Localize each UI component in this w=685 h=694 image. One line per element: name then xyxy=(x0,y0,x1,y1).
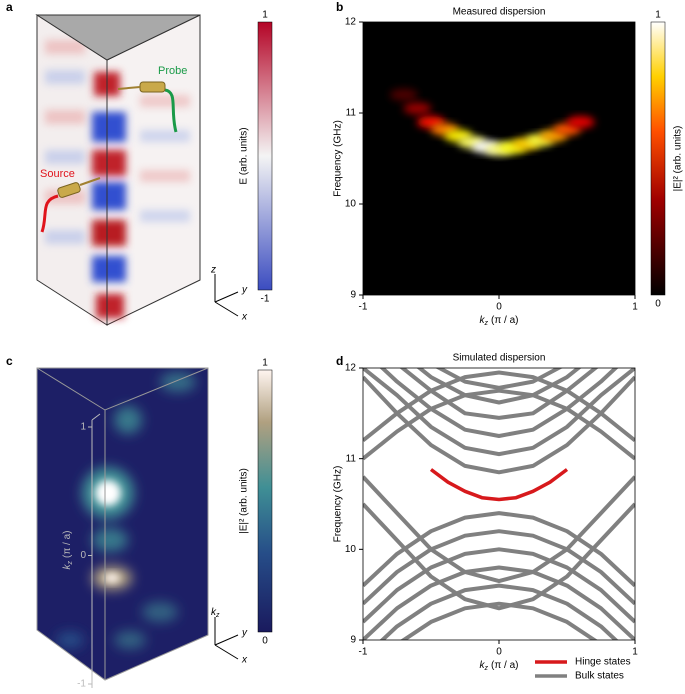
x-tick-label: 1 xyxy=(632,302,638,313)
x-axis-title: kz (π / a) xyxy=(480,660,519,672)
y-tick-label: 12 xyxy=(345,17,357,28)
y-tick-label: 10 xyxy=(345,544,357,555)
colorbar xyxy=(257,369,273,633)
x-tick-label: -1 xyxy=(359,647,368,658)
series-line xyxy=(363,388,635,461)
colorbar-label: |E|² (arb. units) xyxy=(239,468,250,534)
series-line xyxy=(400,601,598,640)
series-line xyxy=(379,583,619,640)
axis-label: z xyxy=(210,265,216,276)
plot-area xyxy=(363,368,635,640)
series-line xyxy=(363,565,635,640)
axes-triad xyxy=(214,274,239,317)
series-line xyxy=(379,368,619,438)
axis-label: y xyxy=(241,285,248,296)
series-line xyxy=(363,502,635,611)
axis-unit: (π / a) xyxy=(491,660,518,671)
series-line xyxy=(363,475,635,584)
colorbar-tick-label: 1 xyxy=(655,10,661,21)
axis-subscript: z xyxy=(67,560,74,565)
colorbar-tick-label: -1 xyxy=(261,294,270,305)
panel-label: c xyxy=(6,354,13,368)
colorbar-tick-label: 0 xyxy=(262,636,268,647)
legend-label: Hinge states xyxy=(575,657,631,668)
colorbar-tick-label: 1 xyxy=(262,10,268,21)
series-line xyxy=(399,368,599,420)
axis-subscript: z xyxy=(484,665,489,672)
axes-triad xyxy=(214,617,239,660)
y-tick-label: 12 xyxy=(345,363,357,374)
probe-label: Probe xyxy=(158,65,187,77)
colorbar-label: |E|² (arb. units) xyxy=(673,126,684,192)
legend-label: Bulk states xyxy=(575,671,624,682)
x-tick-label: 0 xyxy=(496,302,502,313)
axis-label: x xyxy=(241,312,248,323)
colorbar-tick-label: 1 xyxy=(262,358,268,369)
axis-symbol: k xyxy=(480,660,486,671)
x-axis-title: kz (π / a) xyxy=(480,315,519,327)
axis-subscript: z xyxy=(215,612,220,619)
plot-frame xyxy=(362,21,636,296)
panel-label: d xyxy=(336,354,343,368)
x-tick-label: -1 xyxy=(359,302,368,313)
source-label: Source xyxy=(40,168,75,180)
axis-symbol: k xyxy=(62,563,73,569)
heatmap xyxy=(389,88,595,156)
plot-area xyxy=(363,22,635,295)
axis-label: x xyxy=(241,655,248,666)
chart-title: Simulated dispersion xyxy=(453,353,546,364)
series-line xyxy=(435,368,563,390)
y-tick-label: 9 xyxy=(350,635,356,646)
series-line xyxy=(363,511,635,588)
axis-symbol: k xyxy=(480,315,486,326)
y-tick-label: 11 xyxy=(346,108,357,119)
y-axis-title: Frequency (GHz) xyxy=(333,466,344,543)
series-line xyxy=(363,547,635,624)
y-axis-title: Frequency (GHz) xyxy=(333,120,344,197)
prism xyxy=(36,367,209,688)
axis-label: kz xyxy=(211,607,220,619)
x-tick-label: 1 xyxy=(632,647,638,658)
axis-subscript: z xyxy=(484,320,489,327)
y-tick-label: 10 xyxy=(345,199,357,210)
axis-unit: (π / a) xyxy=(62,531,73,558)
colorbar xyxy=(650,21,666,296)
series-line xyxy=(363,529,635,606)
y-tick-label: 0 xyxy=(80,550,86,561)
panel-label: b xyxy=(336,0,343,14)
series-line xyxy=(416,368,582,405)
colorbar-label: E (arb. units) xyxy=(239,127,250,184)
axis-symbol: k xyxy=(211,607,217,618)
plot-frame xyxy=(362,367,636,641)
panel-label: a xyxy=(6,0,13,14)
chart-title: Measured dispersion xyxy=(453,7,546,18)
series-line xyxy=(363,370,635,443)
x-tick-label: 0 xyxy=(496,647,502,658)
heat-cell xyxy=(389,88,418,101)
heat-cell xyxy=(566,116,595,129)
y-tick-label: 11 xyxy=(346,453,357,464)
axis-title: kz (π / a) xyxy=(62,531,74,570)
y-tick-label: 9 xyxy=(350,290,356,301)
axis-unit: (π / a) xyxy=(491,315,518,326)
colorbar xyxy=(257,21,273,291)
axis-label: y xyxy=(241,628,248,639)
series-line xyxy=(429,468,569,502)
prism xyxy=(35,14,201,326)
colorbar-tick-label: 0 xyxy=(655,299,661,310)
y-tick-label: 1 xyxy=(80,422,86,433)
y-tick-label: -1 xyxy=(77,679,86,690)
plot-lines xyxy=(363,368,635,640)
heat-cell xyxy=(403,102,432,115)
